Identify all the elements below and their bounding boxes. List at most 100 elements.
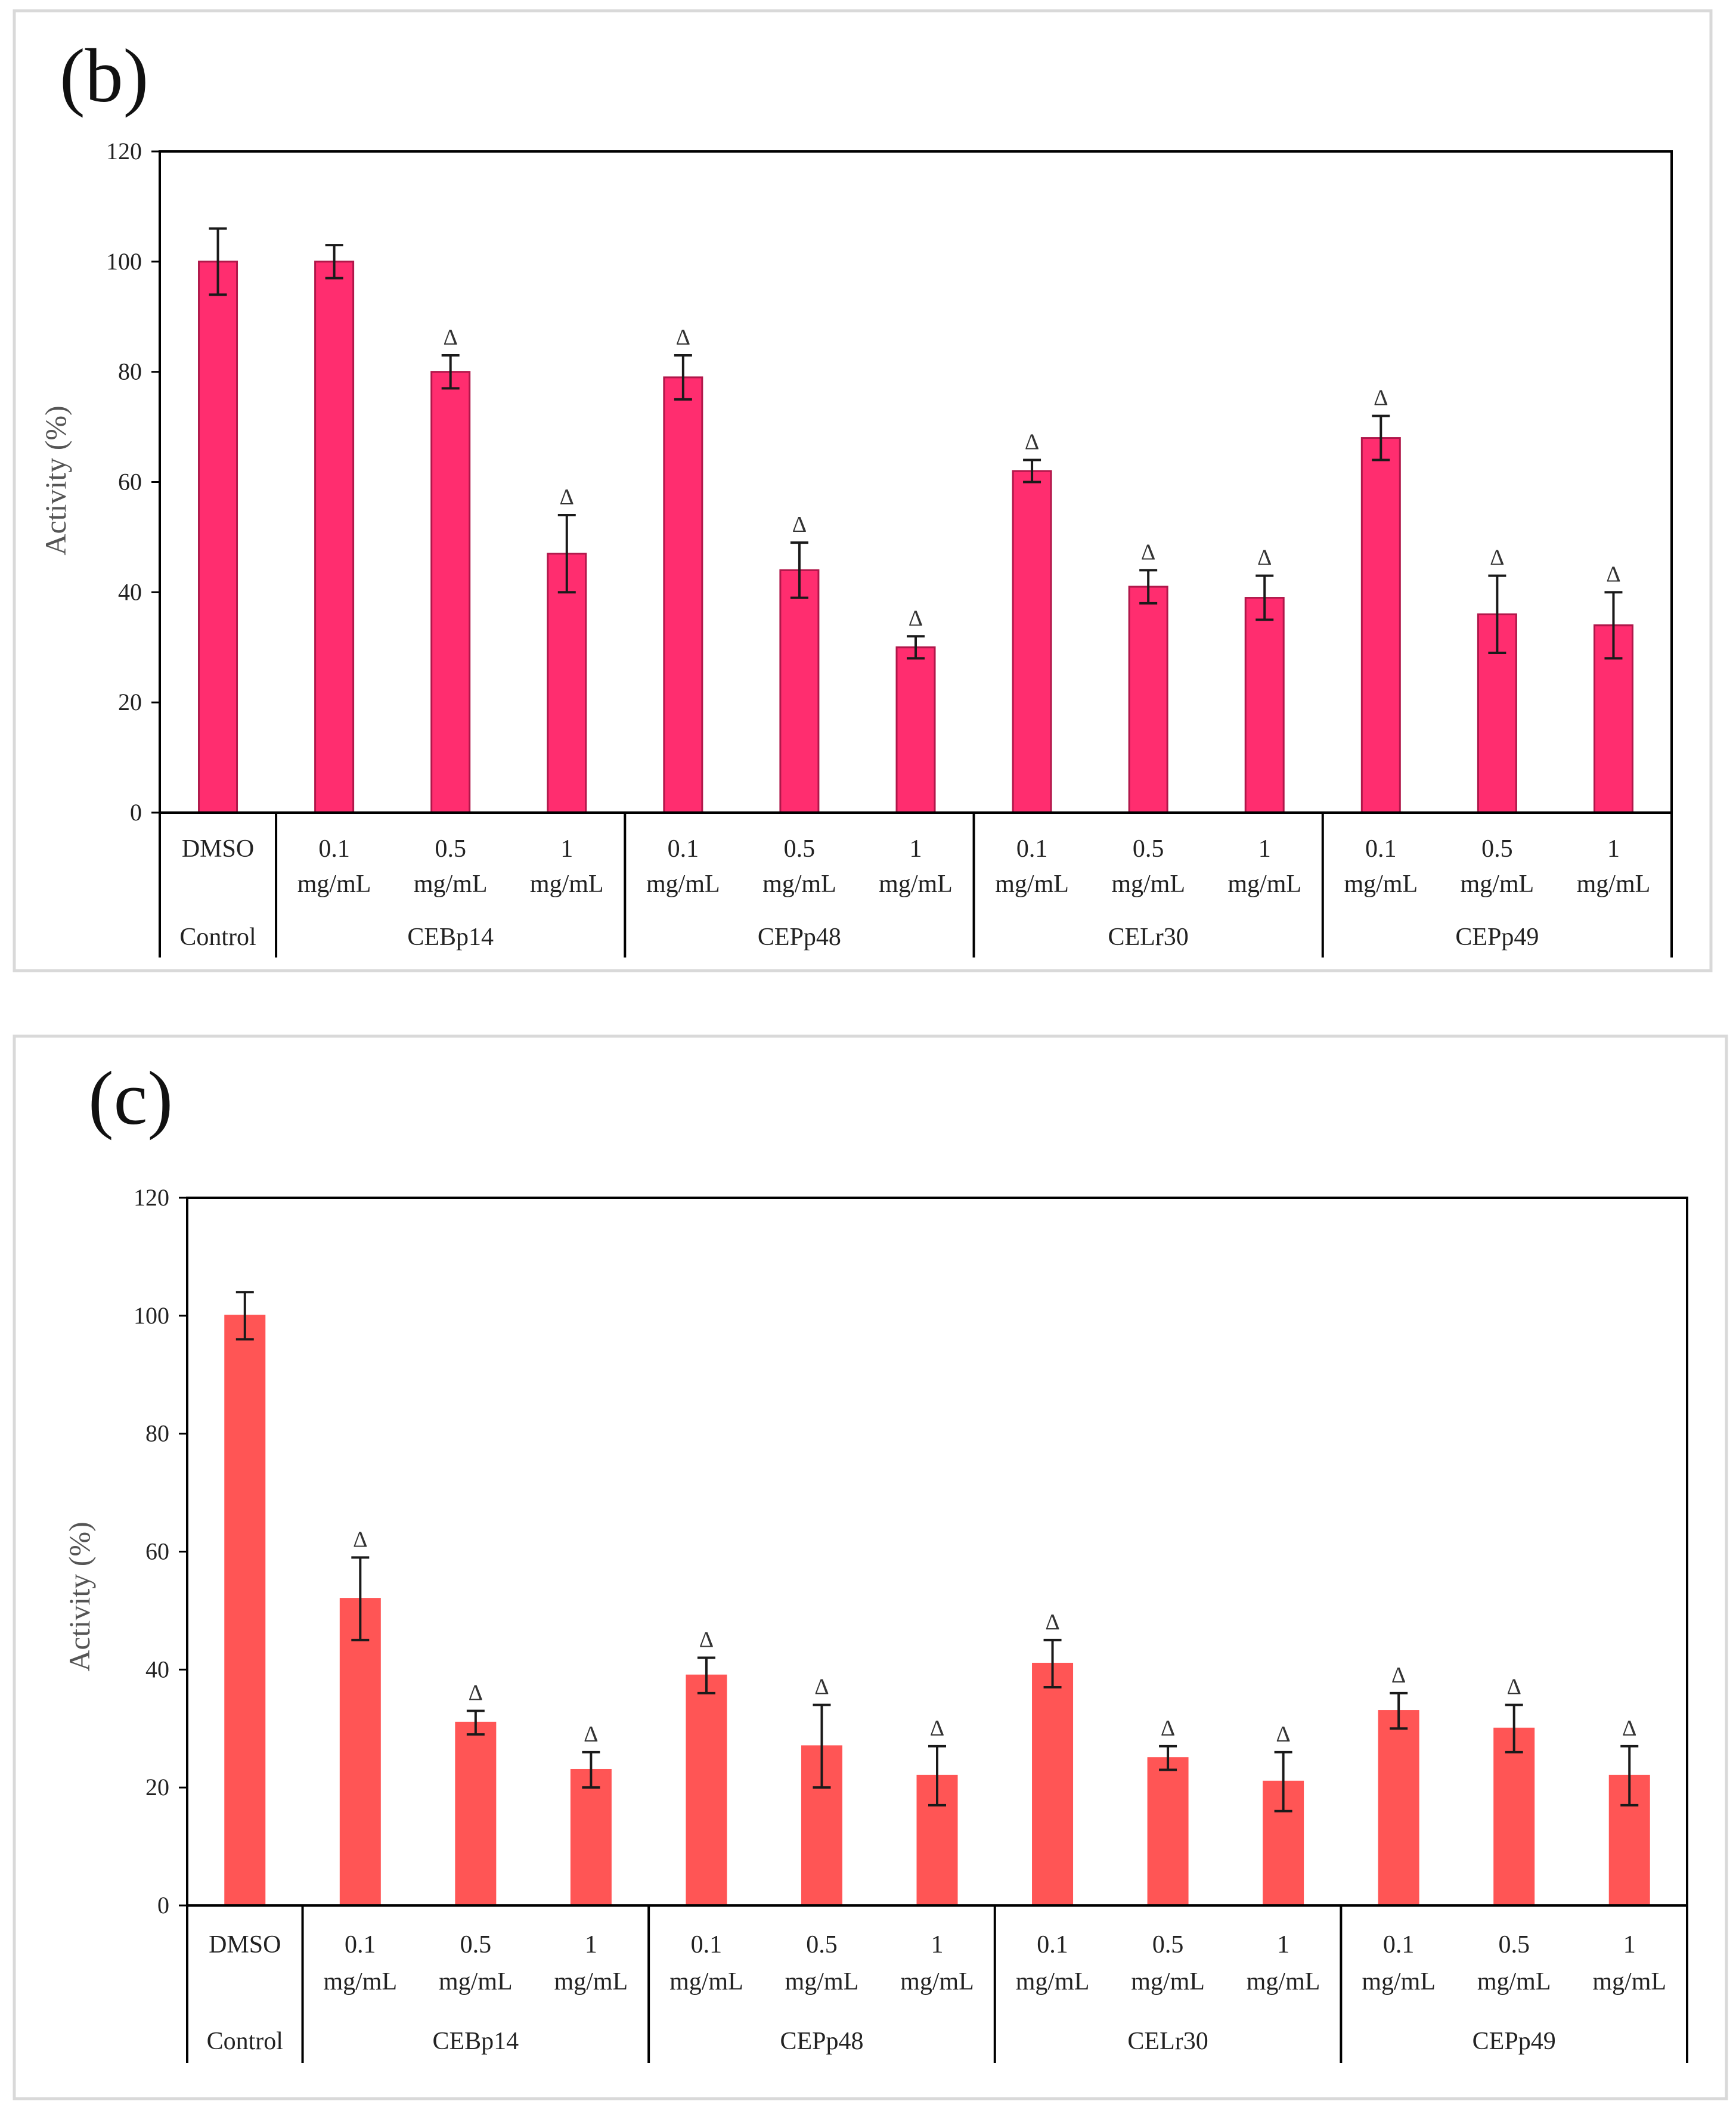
panel-b-bar [895,646,936,814]
panel-c-y-tick-label: 120 [134,1184,169,1211]
panel-b-significance-mark: Δ [1490,546,1504,571]
panel-c-y-axis-title: Activity (%) [63,1522,96,1671]
panel-c-category-label: 1 [585,1931,597,1959]
panel-b-bar [547,553,587,814]
panel-b-category-unit-label: mg/mL [879,870,953,898]
panel-c-category-unit-label: mg/mL [1592,1968,1666,1995]
panel-b-bar [663,376,703,814]
panel-c-category-label: 0.5 [1152,1931,1184,1959]
panel-c-bar [1147,1757,1189,1907]
panel-b-category-label: 0.5 [784,835,816,863]
panel-b-bar [1360,437,1401,814]
panel-b-y-tick-label: 100 [106,248,142,275]
panel-c-significance-mark: Δ [353,1527,367,1552]
panel-c-category-label: 0.5 [806,1931,838,1959]
panel-c-bar [686,1674,727,1907]
panel-c-significance-mark: Δ [814,1675,829,1700]
panel-b-bars: Δ Δ Δ Δ Δ Δ Δ Δ Δ Δ Δ [198,227,1633,814]
panel-b-bar [430,371,471,814]
panel-c-significance-mark: Δ [1506,1675,1521,1700]
panel-c-category-unit-label: mg/mL [1247,1968,1320,1995]
panel-b-group-label: CEPp49 [1455,924,1539,951]
panel-c-significance-mark: Δ [1161,1716,1175,1741]
panel-b-y-ticks: 0 20 40 60 80 100 120 [106,138,160,826]
panel-c-category-unit-label: mg/mL [785,1968,859,1995]
panel-b-y-tick-label: 40 [118,578,142,605]
panel-b-category-label: 1 [1607,835,1620,863]
panel-c-category-label: 0.5 [1498,1931,1530,1959]
panel-b-category-label: 1 [560,835,573,863]
panel-c-group-label: CELr30 [1127,2028,1208,2055]
panel-c-plot-frame [186,1197,1688,1907]
panel-c-category-unit-label: mg/mL [669,1968,743,1995]
panel-c-label: (c) [88,1056,173,1141]
panel-b-category-label: 0.5 [1133,835,1164,863]
panel-c-category-unit-label: mg/mL [439,1968,513,1995]
panel-c-significance-mark: Δ [1276,1722,1290,1747]
panel-c-category-unit-label: mg/mL [900,1968,974,1995]
panel-b-frame [13,9,1713,972]
panel-c-category-unit-label: mg/mL [1016,1968,1090,1995]
panel-c-bars: Δ Δ Δ Δ Δ Δ Δ Δ Δ Δ Δ Δ [224,1291,1650,1907]
panel-c-category-unit-label: mg/mL [323,1968,397,1995]
panel-c-x-axis: DMSO 0.1 mg/mL 0.5 mg/mL 1 mg/mL 0.1 mg/mL 0.5 mg/… [186,1905,1688,2063]
panel-b-category-label: 0.5 [435,835,466,863]
panel-b-group-label: CELr30 [1108,924,1188,951]
panel-b-group-label: CEBp14 [407,924,494,951]
panel-c-y-tick-label: 60 [145,1538,169,1565]
panel-c-bar [1032,1662,1074,1907]
panel-b-category-label: 0.5 [1481,835,1513,863]
panel-b-y-tick-label: 120 [106,138,142,165]
panel-c-significance-mark: Δ [930,1716,944,1741]
panel-c-category-label: 1 [1623,1931,1636,1959]
panel-b-category-unit-label: mg/mL [1227,870,1301,898]
panel-b-significance-mark: Δ [1141,540,1155,565]
panel-b-category-unit-label: mg/mL [995,870,1069,898]
panel-c-bar [570,1768,612,1907]
panel-c-bar [1493,1727,1535,1907]
panel-b-y-tick-label: 0 [130,799,142,826]
panel-c-group-label: CEPp49 [1472,2028,1556,2055]
panel-b-group-label: Control [179,924,256,951]
panel-b-significance-mark: Δ [443,325,457,350]
panel-b-category-label: 0.1 [318,835,350,863]
panel-c-significance-mark: Δ [699,1628,714,1653]
panel-c-category-label: 1 [1277,1931,1289,1959]
panel-c-group-label: Control [207,2028,283,2055]
panel-c-significance-mark: Δ [1622,1716,1636,1741]
panel-b-significance-mark: Δ [1257,546,1272,571]
panel-b-x-axis: DMSO 0.1 mg/mL 0.5 mg/mL 1 mg/mL 0.1 mg/mL 0.5 mg/… [159,813,1673,958]
panel-c-category-unit-label: mg/mL [1477,1968,1551,1995]
panel-c-significance-mark: Δ [1045,1610,1059,1635]
panel-b-category-label: 0.1 [1016,835,1048,863]
panel-b-group-label: CEPp48 [758,924,841,951]
panel-c-category-unit-label: mg/mL [554,1968,628,1995]
panel-b-category-unit-label: mg/mL [1461,870,1534,898]
panel-c-bar [224,1315,266,1907]
panel-b-category-unit-label: mg/mL [297,870,371,898]
panel-c-category-label: 0.1 [691,1931,723,1959]
panel-c-group-label: CEPp48 [780,2028,863,2055]
panel-c-y-tick-label: 40 [145,1656,169,1682]
panel-c-category-label: 0.5 [460,1931,492,1959]
panel-c-bar [339,1598,381,1907]
panel-c-category-label: 1 [931,1931,944,1959]
panel-c-y-tick-label: 80 [145,1420,169,1447]
panel-c-significance-mark: Δ [584,1722,598,1747]
panel-c-frame [13,1034,1728,2100]
panel-b-plot-frame [159,150,1673,814]
panel-b-category-unit-label: mg/mL [646,870,720,898]
panel-c-y-tick-label: 100 [134,1302,169,1329]
panel-c-bar [1378,1710,1419,1907]
panel-b-bar [314,261,355,814]
panel-c-y-ticks: 0 20 40 60 80 100 120 [134,1184,187,1919]
panel-b-category-unit-label: mg/mL [762,870,836,898]
panel-b-y-tick-label: 20 [118,689,142,715]
panel-b-category-label: 1 [1258,835,1271,863]
panel-c-significance-mark: Δ [469,1681,483,1706]
panel-c-category-label: 0.1 [1037,1931,1068,1959]
panel-b-category-unit-label: mg/mL [530,870,604,898]
